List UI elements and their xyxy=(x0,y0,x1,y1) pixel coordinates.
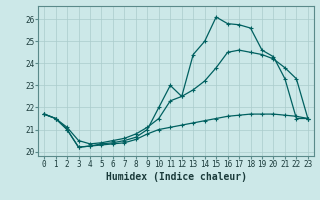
X-axis label: Humidex (Indice chaleur): Humidex (Indice chaleur) xyxy=(106,172,246,182)
